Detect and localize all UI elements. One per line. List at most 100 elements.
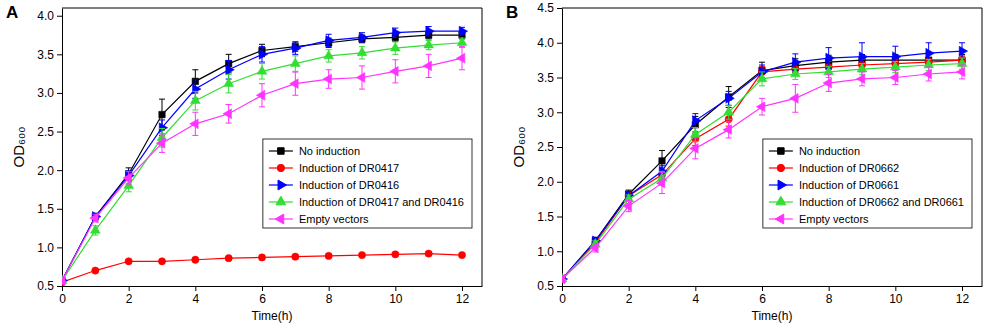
tick: 6 xyxy=(759,286,766,306)
tick-label: 3.5 xyxy=(537,71,554,85)
marker xyxy=(892,52,901,62)
tick-mark xyxy=(557,182,562,183)
tick-mark xyxy=(195,286,196,291)
tick: 3.5 xyxy=(37,48,62,62)
marker xyxy=(256,90,265,100)
marker xyxy=(656,178,665,188)
legend-entry: Induction of DR0417 and DR0416 xyxy=(269,196,464,208)
marker xyxy=(324,50,334,59)
tick: 10 xyxy=(389,286,403,306)
tick: 1.5 xyxy=(37,202,62,216)
series-line xyxy=(62,254,462,283)
tick-label: 4.0 xyxy=(537,36,554,50)
marker xyxy=(826,53,835,63)
tick-mark xyxy=(57,132,62,133)
tick: 8 xyxy=(826,286,833,306)
marker xyxy=(90,225,100,234)
marker xyxy=(325,252,332,259)
tick: 8 xyxy=(326,286,333,306)
tick: 4 xyxy=(692,286,699,306)
legend-label: Empty vectors xyxy=(799,213,869,225)
marker xyxy=(257,66,267,75)
panel: 0246810120.51.01.52.02.53.03.54.04.5Time… xyxy=(506,1,983,323)
y-axis: 0.51.01.52.02.53.03.54.0 xyxy=(37,9,62,294)
legend-entry: Induction of DR0661 xyxy=(769,179,899,191)
tick-label: 2.5 xyxy=(537,140,554,154)
tick: 0 xyxy=(59,286,66,306)
tick-mark xyxy=(557,217,562,218)
tick-mark xyxy=(557,112,562,113)
tick-mark xyxy=(57,209,62,210)
frame-right xyxy=(482,8,483,286)
marker xyxy=(562,274,565,284)
legend-marker xyxy=(278,148,284,154)
legend-label: Induction of DR0662 xyxy=(799,162,899,174)
tick: 1.0 xyxy=(537,245,562,259)
marker xyxy=(392,251,399,258)
tick-mark xyxy=(462,286,463,291)
marker xyxy=(856,74,865,84)
marker xyxy=(457,37,467,46)
marker xyxy=(824,66,834,75)
marker xyxy=(692,116,701,126)
x-axis: 024681012 xyxy=(559,286,982,306)
tick-mark xyxy=(557,78,562,79)
tick-label: 4 xyxy=(192,292,199,306)
tick-label: 1.0 xyxy=(537,245,554,259)
legend-label: No induction xyxy=(299,145,360,157)
tick: 3.0 xyxy=(537,106,562,120)
frame-top xyxy=(562,8,982,9)
legend-marker xyxy=(778,148,784,154)
marker xyxy=(123,173,132,183)
tick-mark xyxy=(262,286,263,291)
tick-mark xyxy=(62,286,63,291)
marker xyxy=(225,255,232,262)
tick: 2 xyxy=(626,286,633,306)
tick-label: 3.0 xyxy=(537,106,554,120)
marker xyxy=(690,143,699,153)
marker xyxy=(290,58,300,67)
tick-label: 2.0 xyxy=(37,164,54,178)
tick-label: 4.5 xyxy=(537,1,554,15)
y-axis-title: OD₆₀₀ xyxy=(510,126,527,167)
marker xyxy=(690,129,700,138)
panel-label: A xyxy=(6,3,18,22)
marker xyxy=(790,93,799,103)
tick-label: 1.5 xyxy=(37,202,54,216)
tick-label: 4 xyxy=(692,292,699,306)
marker xyxy=(323,74,332,84)
marker xyxy=(959,46,968,56)
y-axis: 0.5 1.0 1.5 2.0 2.5 3.0 3.5 4.0 4.5 xyxy=(537,1,562,293)
marker xyxy=(390,66,399,76)
tick-mark xyxy=(557,147,562,148)
tick-label: 12 xyxy=(956,292,970,306)
tick-mark xyxy=(762,286,763,291)
tick-mark xyxy=(557,251,562,252)
legend-entry: Empty vectors xyxy=(769,213,869,225)
tick: 4.0 xyxy=(37,9,62,23)
marker xyxy=(792,57,801,67)
legend-marker xyxy=(777,164,784,171)
frame-top xyxy=(62,8,482,9)
legend-marker xyxy=(775,214,784,224)
tick: 0 xyxy=(559,286,566,306)
marker xyxy=(90,213,99,223)
tick-label: 1.5 xyxy=(537,210,554,224)
marker xyxy=(192,84,201,94)
tick-label: 0.5 xyxy=(537,279,554,293)
tick-label: 3.5 xyxy=(37,48,54,62)
tick-label: 8 xyxy=(326,292,333,306)
marker xyxy=(926,48,935,58)
marker xyxy=(890,61,900,70)
tick-mark xyxy=(629,286,630,291)
tick: 2.0 xyxy=(537,175,562,189)
tick-mark xyxy=(829,286,830,291)
tick-label: 12 xyxy=(456,292,470,306)
tick-mark xyxy=(395,286,396,291)
tick: 2.0 xyxy=(37,164,62,178)
axis-line xyxy=(563,286,983,287)
legend-marker xyxy=(776,196,786,205)
marker xyxy=(159,111,165,117)
panel: 0246810120.51.01.52.02.53.03.54.0Time(h)… xyxy=(6,3,483,323)
tick: 1.5 xyxy=(537,210,562,224)
